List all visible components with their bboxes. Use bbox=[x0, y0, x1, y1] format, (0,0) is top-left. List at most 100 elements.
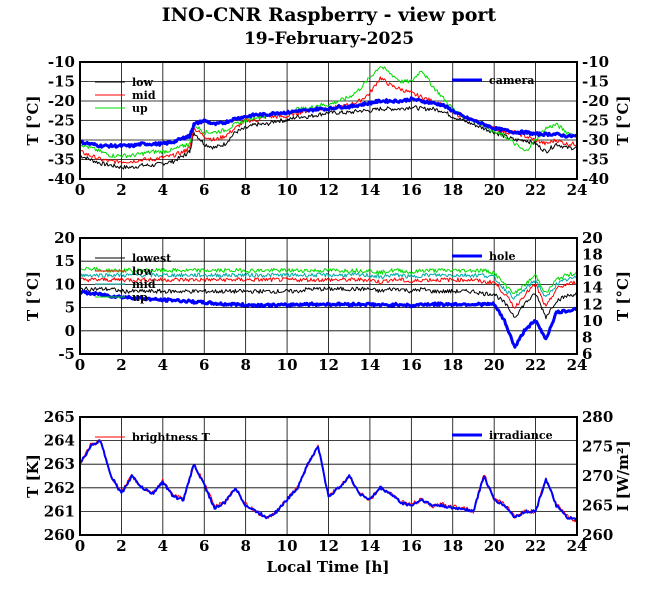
chart-title: INO-CNR Raspberry - view port bbox=[162, 4, 497, 26]
y-tick-label-left: -10 bbox=[48, 53, 75, 71]
x-tick-label: 18 bbox=[442, 537, 463, 555]
plot-frame bbox=[79, 61, 578, 180]
x-tick-label: 14 bbox=[359, 181, 380, 199]
x-tick-label: 24 bbox=[567, 537, 588, 555]
legend-label-brightness-T: brightness T bbox=[132, 431, 211, 444]
series-line-up bbox=[79, 266, 578, 295]
x-tick-label: 20 bbox=[484, 537, 505, 555]
y-tick-label-left: -15 bbox=[48, 73, 75, 91]
x-tick-label: 14 bbox=[359, 356, 380, 374]
y-tick-label-right: 280 bbox=[582, 408, 613, 426]
y-tick-label-left: 262 bbox=[44, 479, 75, 497]
x-tick-label: 4 bbox=[158, 537, 168, 555]
y-tick-label-right: 16 bbox=[582, 262, 603, 280]
y-tick-label-right: 18 bbox=[582, 246, 603, 264]
x-tick-label: 6 bbox=[199, 181, 209, 199]
series-line-lowest bbox=[80, 286, 578, 320]
y-tick-label-right: 260 bbox=[582, 526, 613, 544]
y-tick-label-left: 20 bbox=[54, 229, 75, 247]
x-tick-label: 14 bbox=[359, 537, 380, 555]
y-axis-label-left: T [°C] bbox=[24, 95, 42, 145]
x-tick-label: 8 bbox=[240, 537, 250, 555]
series-line-mid bbox=[79, 272, 578, 300]
y-tick-label-left: 15 bbox=[54, 252, 75, 270]
x-tick-label: 20 bbox=[484, 356, 505, 374]
x-tick-label: 16 bbox=[401, 181, 422, 199]
y-tick-label-right: 270 bbox=[582, 467, 613, 485]
y-tick-label-right: 14 bbox=[582, 279, 603, 297]
y-tick-label-right: -35 bbox=[582, 151, 609, 169]
legend-label-up: up bbox=[132, 291, 148, 304]
y-tick-label-left: -40 bbox=[48, 170, 75, 188]
x-tick-label: 16 bbox=[401, 356, 422, 374]
y-tick-label-left: 264 bbox=[44, 432, 75, 450]
y-tick-label-left: 10 bbox=[54, 275, 75, 293]
y-tick-label-left: 5 bbox=[65, 299, 75, 317]
y-tick-label-right: 8 bbox=[582, 328, 592, 346]
x-tick-label: 24 bbox=[567, 356, 588, 374]
y-tick-label-right: 12 bbox=[582, 295, 603, 313]
y-tick-label-left: -35 bbox=[48, 151, 75, 169]
x-tick-label: 22 bbox=[525, 537, 546, 555]
legend-label-mid: mid bbox=[132, 89, 156, 102]
y-tick-label-left: 261 bbox=[44, 502, 75, 520]
y-tick-label-right: 265 bbox=[582, 497, 613, 515]
legend-label-mid: mid bbox=[132, 278, 156, 291]
y-axis-label-left: T [K] bbox=[24, 454, 42, 498]
series-line-irradiance bbox=[79, 439, 578, 522]
series-line-low bbox=[79, 277, 578, 309]
x-tick-label: 16 bbox=[401, 537, 422, 555]
plot-frame bbox=[79, 416, 578, 536]
x-tick-label: 10 bbox=[277, 181, 298, 199]
x-tick-label: 8 bbox=[240, 356, 250, 374]
x-tick-label: 2 bbox=[116, 356, 126, 374]
x-tick-label: 24 bbox=[567, 181, 588, 199]
x-tick-label: 0 bbox=[75, 181, 85, 199]
panel-camera-temperature: 0 2 4 6 8 10 12 14 16 18 20 22 24-10-15-20-25-30-35-… bbox=[24, 53, 632, 199]
y-tick-label-left: 0 bbox=[65, 322, 75, 340]
y-tick-label-right: -30 bbox=[582, 131, 609, 149]
x-tick-label: 4 bbox=[158, 356, 168, 374]
legend-label-hole: hole bbox=[489, 250, 516, 263]
series-line-hole bbox=[79, 289, 579, 349]
x-tick-label: 22 bbox=[525, 356, 546, 374]
y-axis-label-right: I [W/m²] bbox=[614, 440, 632, 511]
y-tick-label-right: 20 bbox=[582, 229, 603, 247]
legend-label-low: low bbox=[132, 265, 154, 278]
legend-label-low: low bbox=[132, 76, 154, 89]
x-axis-label: Local Time [h] bbox=[267, 558, 390, 576]
plot-frame bbox=[79, 237, 578, 355]
y-axis-label-left: T [°C] bbox=[24, 271, 42, 321]
x-tick-label: 10 bbox=[277, 356, 298, 374]
legend-label-up: up bbox=[132, 102, 148, 115]
x-tick-label: 4 bbox=[158, 181, 168, 199]
series-line-low bbox=[79, 105, 578, 170]
y-tick-label-left: -5 bbox=[58, 345, 75, 363]
x-tick-label: 8 bbox=[240, 181, 250, 199]
y-tick-label-left: -30 bbox=[48, 131, 75, 149]
y-tick-label-left: 265 bbox=[44, 408, 75, 426]
y-tick-label-right: -15 bbox=[582, 73, 609, 91]
x-tick-label: 10 bbox=[277, 537, 298, 555]
x-tick-label: 20 bbox=[484, 181, 505, 199]
y-tick-label-right: -25 bbox=[582, 112, 609, 130]
y-tick-label-right: -10 bbox=[582, 53, 609, 71]
panel-hole-temperature: 0 2 4 6 8 10 12 14 16 18 20 22 2420151050-5201816141… bbox=[24, 229, 632, 374]
y-axis-label-right: T [°C] bbox=[614, 95, 632, 145]
x-tick-label: 12 bbox=[318, 181, 339, 199]
x-tick-label: 6 bbox=[199, 537, 209, 555]
x-tick-label: 18 bbox=[442, 181, 463, 199]
y-axis-label-right: T [°C] bbox=[614, 271, 632, 321]
y-tick-label-right: 275 bbox=[582, 438, 613, 456]
legend-label-camera: camera bbox=[489, 74, 534, 87]
y-tick-label-left: -25 bbox=[48, 112, 75, 130]
x-tick-label: 0 bbox=[75, 537, 85, 555]
x-tick-label: 2 bbox=[116, 537, 126, 555]
chart-subtitle-date: 19-February-2025 bbox=[244, 29, 414, 49]
x-tick-label: 6 bbox=[199, 356, 209, 374]
x-tick-label: 22 bbox=[525, 181, 546, 199]
x-tick-label: 2 bbox=[116, 181, 126, 199]
y-tick-label-right: -40 bbox=[582, 170, 609, 188]
legend-label-irradiance: irradiance bbox=[489, 429, 553, 442]
